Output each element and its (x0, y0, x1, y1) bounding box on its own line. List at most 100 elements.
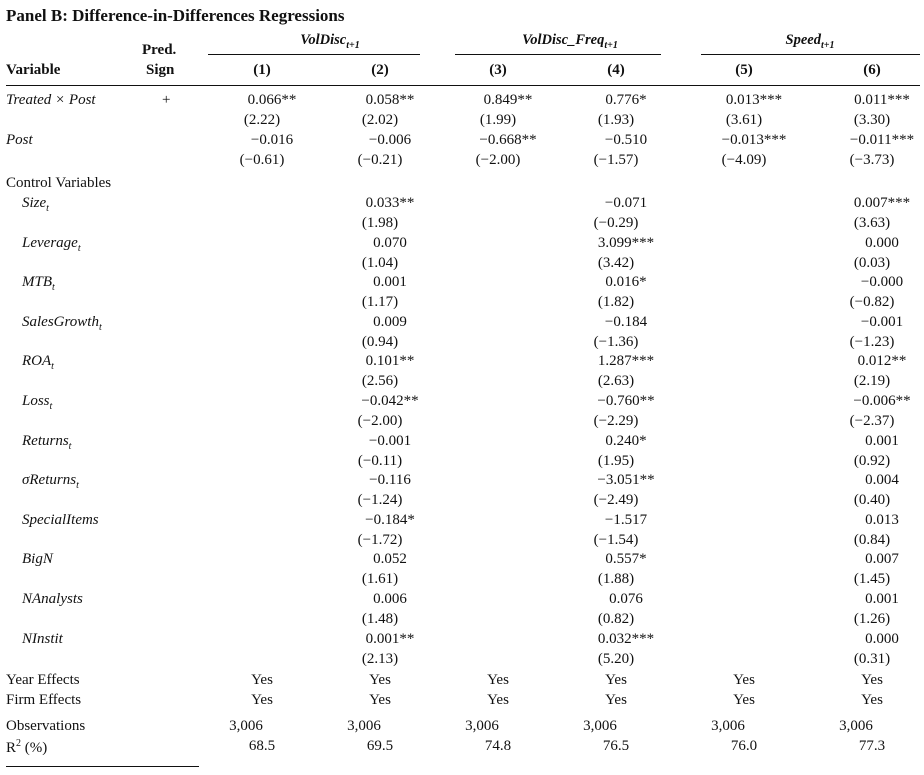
coef-cell: 0.000 (865, 234, 899, 251)
coef-cell: −0.016 (250, 132, 294, 148)
t-stat-cell: (0.40) (853, 492, 891, 509)
t-stat-cell: (0.31) (853, 650, 891, 667)
control-name: BigN (22, 551, 53, 568)
coef-cell: 0.013 (865, 511, 899, 528)
control-subscript: t (46, 203, 49, 214)
t-stat-cell: (2.13) (361, 650, 399, 667)
effects-cell: Yes (861, 692, 883, 708)
control-label: NInstit (22, 631, 63, 648)
r2-cell: 68.5 (248, 738, 276, 754)
t-stat-cell: (2.56) (361, 373, 399, 390)
t-stat-cell: (1.99) (479, 112, 517, 128)
t-stat-cell: (1.26) (853, 611, 891, 627)
coef-cell: −0.668** (479, 132, 537, 148)
t-stat-cell: (−2.49) (593, 492, 639, 509)
coef-cell: 0.001 (865, 591, 899, 607)
r2-cell: 74.8 (484, 738, 512, 754)
observations-cell: 3,006 (465, 718, 499, 734)
coef-cell: 0.849** (483, 92, 533, 108)
effects-cell: Yes (251, 672, 273, 688)
t-stat-cell: (3.42) (597, 254, 635, 271)
control-label: SalesGrowtht (22, 314, 102, 333)
row-label: Post (6, 132, 33, 148)
column-header-2: (2) (371, 62, 389, 78)
t-stat-cell: (1.17) (361, 294, 399, 311)
group-header-speed: Speedt+1 (720, 32, 900, 51)
control-name: MTB (22, 274, 52, 291)
coef-cell: −0.071 (604, 195, 648, 211)
coef-cell: 0.076 (609, 591, 643, 607)
control-label: ROAt (22, 353, 54, 372)
group-header-voldisc: VolDisct+1 (240, 32, 420, 51)
coef-cell: 0.007 (865, 551, 899, 568)
t-stat-cell: (1.04) (361, 254, 399, 271)
coef-cell: 0.033** (365, 195, 415, 211)
control-name: SpecialItems (22, 511, 99, 528)
control-name: Returns (22, 432, 69, 449)
coef-cell: −0.006** (853, 393, 911, 409)
effects-label: Year Effects (6, 672, 80, 688)
observations-cell: 3,006 (229, 718, 263, 734)
t-stat-cell: (−1.54) (593, 531, 639, 548)
control-subscript: t (76, 480, 79, 492)
t-stat-cell: (0.84) (853, 531, 891, 548)
t-stat-cell: (0.82) (597, 611, 635, 627)
group-rule-speed (701, 54, 920, 55)
coef-cell: 0.101** (365, 353, 415, 370)
effects-cell: Yes (369, 692, 391, 708)
r2-suffix: (%) (21, 740, 48, 756)
control-name: Loss (22, 393, 50, 409)
effects-cell: Yes (861, 672, 883, 688)
coef-cell: −0.510 (604, 132, 648, 148)
t-stat-cell: (−1.24) (357, 492, 403, 509)
observations-cell: 3,006 (711, 718, 745, 734)
control-subscript: t (51, 361, 54, 373)
column-header-5: (5) (735, 62, 753, 78)
coef-cell: 0.001 (373, 274, 407, 291)
t-stat-cell: (1.88) (597, 571, 635, 588)
control-label: Leveraget (22, 235, 81, 254)
coef-cell: −0.000 (860, 274, 904, 291)
coef-cell: 0.013*** (725, 92, 783, 108)
observations-cell: 3,006 (347, 718, 381, 734)
effects-cell: Yes (733, 672, 755, 688)
coef-cell: −0.001 (860, 313, 904, 330)
coef-cell: 0.066** (247, 92, 297, 108)
coef-cell: 0.001** (365, 630, 415, 647)
t-stat-cell: (−2.00) (357, 413, 403, 429)
header-rule (6, 85, 920, 86)
t-stat-cell: (−0.11) (357, 452, 403, 469)
coef-cell: 0.240* (605, 432, 647, 449)
effects-label: Firm Effects (6, 692, 82, 708)
coef-cell: 0.006 (373, 591, 407, 607)
t-stat-cell: (−0.61) (239, 152, 285, 168)
control-name: NAnalysts (22, 591, 83, 607)
control-label: NAnalysts (22, 591, 83, 608)
panel-title: Panel B: Difference-in-Differences Regre… (6, 6, 345, 25)
effects-cell: Yes (487, 692, 509, 708)
r2-label: R2 (%) (6, 738, 47, 757)
column-header-4: (4) (607, 62, 625, 78)
t-stat-cell: (−0.21) (357, 152, 403, 168)
coef-cell: 0.776* (605, 92, 647, 108)
coef-cell: 1.287*** (597, 353, 655, 370)
t-stat-cell: (−3.73) (849, 152, 895, 168)
control-subscript: t (98, 321, 102, 333)
coef-cell: 0.012** (857, 353, 907, 370)
t-stat-cell: (−4.09) (721, 152, 767, 168)
t-stat-cell: (1.93) (597, 112, 635, 128)
bottom-rule (6, 766, 199, 767)
t-stat-cell: (2.22) (243, 112, 281, 128)
t-stat-cell: (3.30) (853, 112, 891, 128)
control-name: Size (22, 195, 47, 211)
column-header-3: (3) (489, 62, 507, 78)
r2-superscript: 2 (16, 738, 22, 749)
group-header-voldisc-freq-sub: t+1 (604, 39, 618, 51)
coef-cell: 0.009 (373, 313, 407, 330)
coef-cell: 0.070 (373, 234, 407, 251)
control-label: SpecialItems (22, 512, 99, 529)
effects-cell: Yes (369, 672, 391, 688)
controls-heading: Control Variables (6, 175, 112, 191)
group-header-voldisc-freq: VolDisc_Freqt+1 (470, 32, 670, 51)
r2-base: R (6, 740, 17, 756)
